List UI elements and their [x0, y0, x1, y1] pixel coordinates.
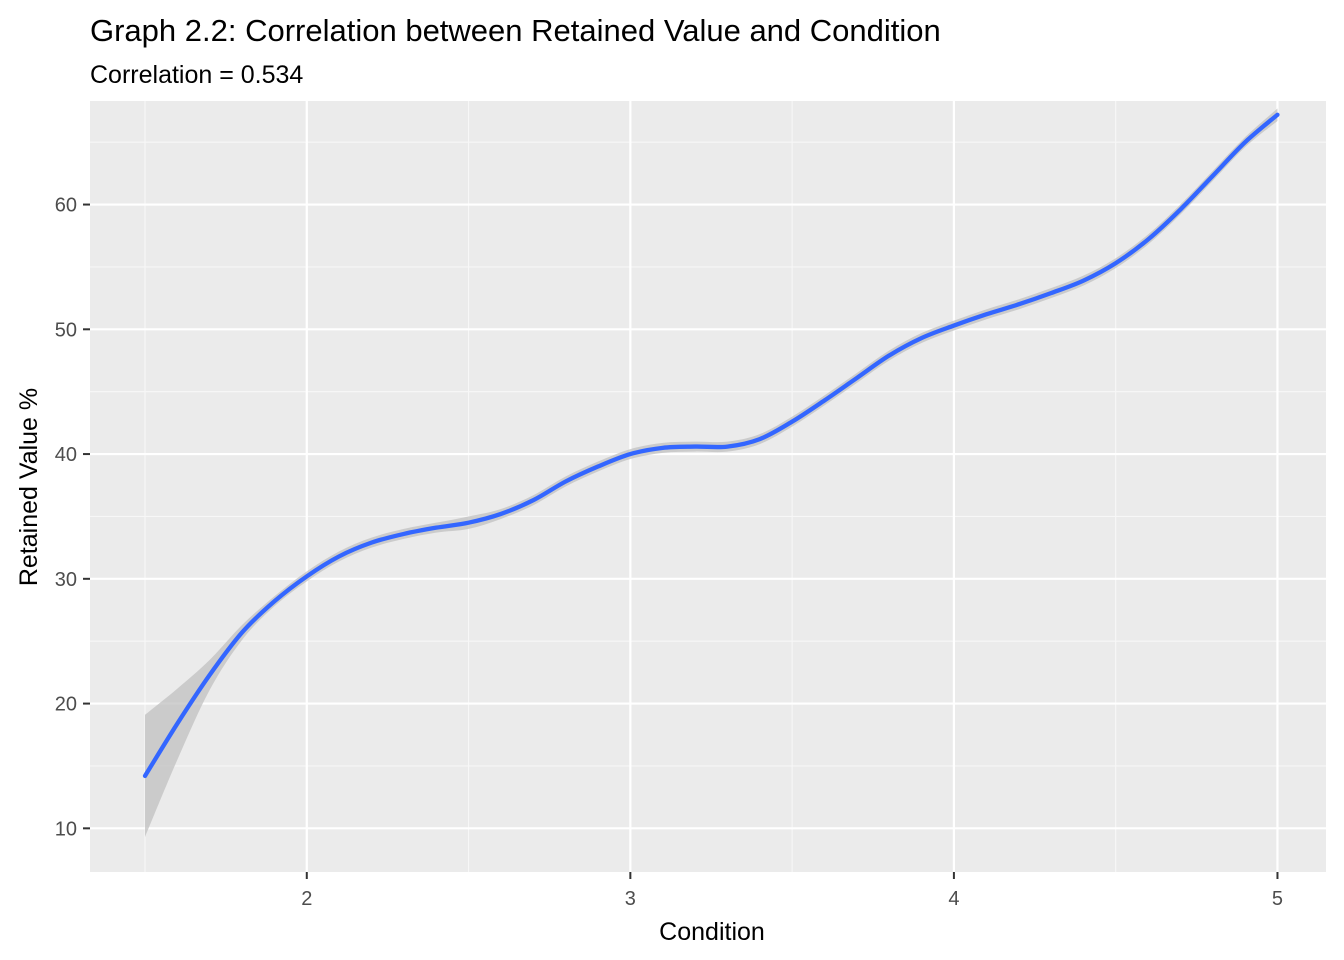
y-tick-label: 60 [55, 195, 77, 217]
x-tick-label: 4 [948, 888, 959, 910]
x-tick-label: 5 [1272, 888, 1283, 910]
y-tick-label: 30 [55, 569, 77, 591]
x-axis-ticks: 2 3 4 5 [301, 872, 1283, 910]
smooth-line [142, 112, 1280, 779]
y-tick-label: 20 [55, 694, 77, 716]
minor-gridlines [90, 101, 1326, 872]
x-tick-label: 3 [625, 888, 636, 910]
x-tick-label: 2 [301, 888, 312, 910]
x-axis-title: Condition [659, 918, 765, 946]
major-gridlines [90, 101, 1326, 872]
y-tick-label: 50 [55, 319, 77, 341]
chart-subtitle: Correlation = 0.534 [90, 61, 303, 89]
y-axis-title: Retained Value % [15, 388, 43, 586]
y-tick-label: 40 [55, 444, 77, 466]
plot-panel [90, 101, 1326, 872]
chart-title: Graph 2.2: Correlation between Retained … [90, 13, 941, 48]
y-tick-label: 10 [55, 818, 77, 840]
y-axis-ticks: 10 20 30 40 50 60 [55, 195, 90, 840]
